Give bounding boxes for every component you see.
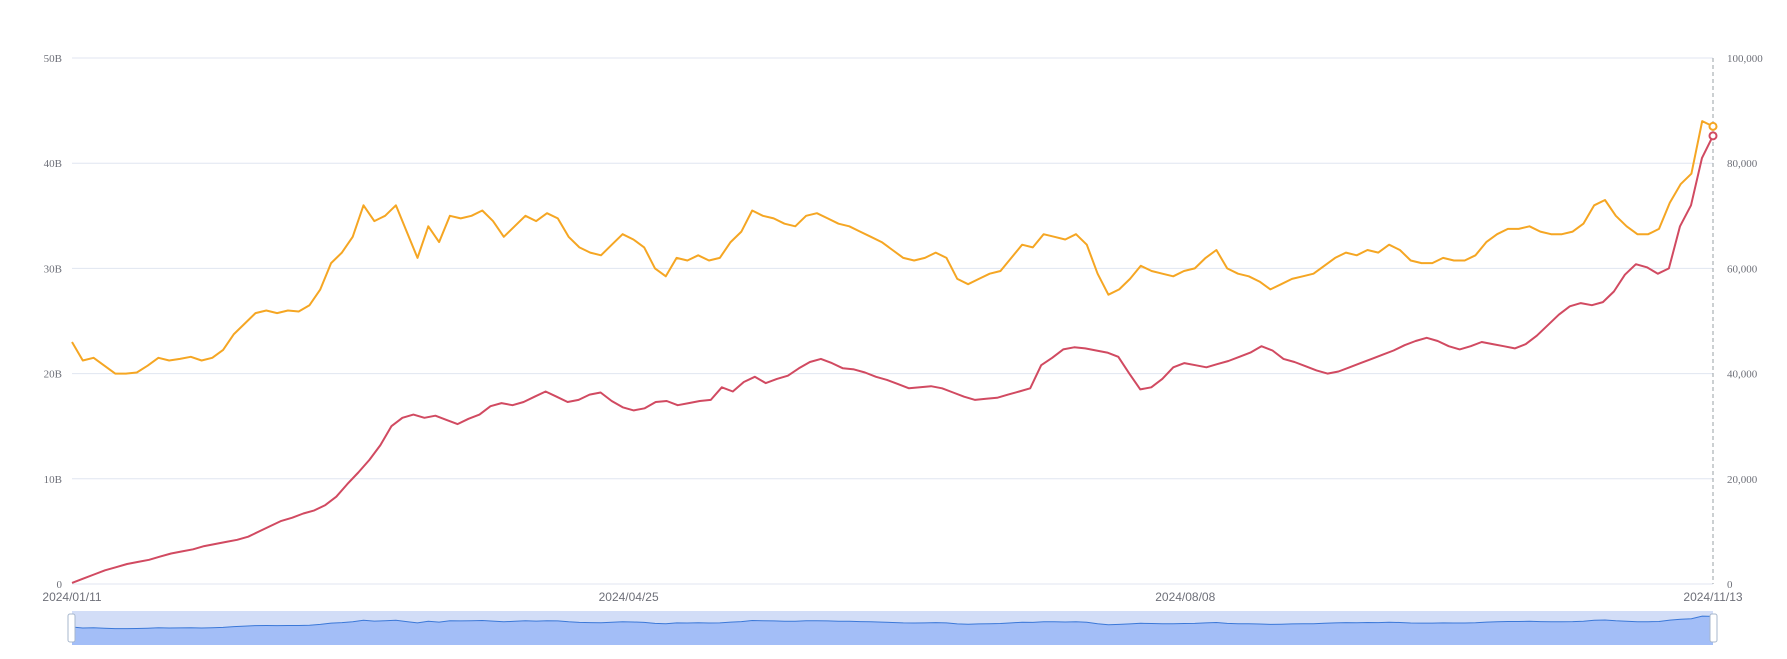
x-axis: 2024/01/11 2024/04/25 2024/08/08 2024/11/13	[42, 590, 1742, 604]
left-axis: 0 10B 20B 30B 40B 50B	[44, 53, 63, 591]
left-tick-label: 20B	[44, 369, 62, 381]
x-tick-label: 2024/11/13	[1683, 590, 1742, 604]
zoom-handle-left[interactable]	[67, 613, 76, 643]
right-tick-label: 80,000	[1727, 158, 1758, 170]
right-tick-label: 60,000	[1727, 263, 1758, 275]
right-axis: 0 20,000 40,000 60,000 80,000 100,000	[1727, 53, 1763, 591]
right-tick-label: 0	[1727, 579, 1733, 591]
left-tick-label: 30B	[44, 263, 62, 275]
series-end-point-1[interactable]	[1708, 121, 1718, 131]
left-tick-label: 0	[57, 579, 63, 591]
zoom-preview-line	[71, 615, 1714, 630]
left-tick-label: 50B	[44, 53, 62, 65]
zoom-preview-area	[72, 616, 1713, 645]
x-tick-label: 2024/08/08	[1155, 590, 1215, 604]
grid-lines	[72, 57, 1713, 585]
x-tick-label: 2024/04/25	[599, 590, 659, 604]
series-line-1	[71, 120, 1714, 375]
right-tick-label: 100,000	[1727, 53, 1763, 65]
data-zoom-slider[interactable]	[67, 611, 1718, 645]
series-end-point-0[interactable]	[1708, 131, 1718, 141]
left-tick-label: 40B	[44, 158, 62, 170]
left-tick-label: 10B	[44, 474, 62, 486]
series-line-0	[71, 135, 1714, 584]
zoom-handle-right[interactable]	[1709, 613, 1718, 643]
x-tick-label: 2024/01/11	[42, 590, 101, 604]
series-layer	[71, 120, 1718, 584]
right-tick-label: 20,000	[1727, 474, 1758, 486]
right-tick-label: 40,000	[1727, 369, 1758, 381]
